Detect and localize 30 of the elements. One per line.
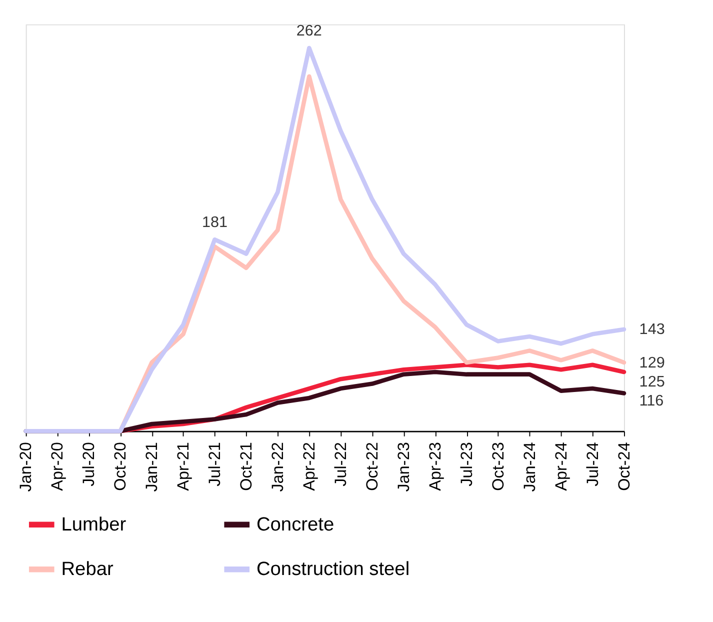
legend-label: Concrete [256,514,334,536]
legend-label: Rebar [61,559,114,580]
x-tick-label: Jul-21 [206,442,224,486]
data-label: 181 [202,214,228,232]
x-tick-label: Jan-24 [520,442,539,492]
data-label: 143 [639,321,665,338]
legend-label: Construction steel [256,559,410,580]
x-tick-label: Oct-23 [489,442,508,491]
x-tick-label: Apr-22 [300,442,318,491]
data-label: 129 [639,354,665,372]
x-tick-label: Jul-20 [80,442,98,486]
data-label: 262 [296,22,322,40]
legend-label: Lumber [61,514,127,536]
x-tick-label: Oct-24 [615,442,634,491]
x-tick-label: Apr-21 [174,442,193,491]
data-label: 116 [639,392,664,410]
x-tick-label: Jul-24 [584,442,602,486]
x-tick-label: Oct-22 [363,442,382,491]
x-tick-label: Oct-21 [237,442,256,491]
x-tick-label: Jan-20 [17,442,36,492]
x-tick-label: Jul-23 [458,442,476,486]
x-tick-label: Jan-22 [268,442,287,492]
x-tick-label: Oct-20 [112,442,130,491]
data-label: 125 [639,373,665,390]
x-tick-label: Apr-24 [552,442,570,491]
x-tick-label: Jan-23 [394,442,413,492]
x-tick-label: Jul-22 [332,442,350,486]
x-tick-label: Apr-20 [48,442,67,491]
x-tick-label: Apr-23 [426,442,444,491]
x-tick-label: Jan-21 [143,442,162,492]
